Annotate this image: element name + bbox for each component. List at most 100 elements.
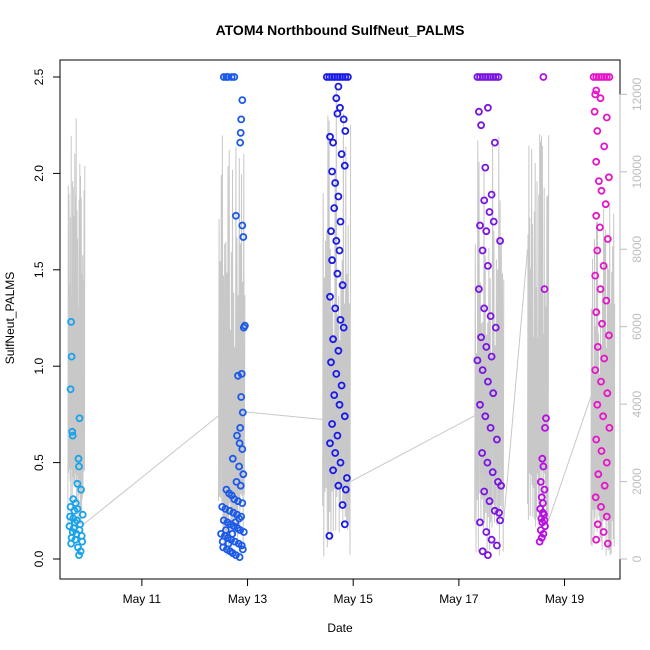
data-point	[480, 304, 489, 313]
data-point	[496, 236, 505, 245]
data-point	[328, 167, 337, 176]
data-point	[478, 366, 487, 375]
y2-tick-label: 4000	[630, 390, 644, 417]
data-point	[485, 208, 494, 216]
data-points	[65, 73, 614, 561]
data-point	[227, 73, 236, 81]
data-point	[341, 127, 350, 135]
data-point	[218, 537, 227, 546]
data-point	[335, 400, 344, 409]
data-point	[539, 462, 548, 471]
x-tick-label: May 15	[334, 592, 374, 606]
data-point	[597, 447, 606, 455]
data-point	[67, 317, 75, 326]
data-point	[592, 435, 601, 444]
y-tick-label: 2.0	[32, 165, 46, 182]
data-point	[473, 356, 482, 365]
data-point	[477, 333, 486, 342]
y2-tick-label: 2000	[630, 468, 644, 495]
data-point	[598, 319, 606, 328]
data-point	[230, 73, 239, 81]
data-point	[330, 391, 339, 400]
data-point	[337, 150, 346, 159]
data-point	[75, 551, 83, 559]
y-axis-label: SulfNeut_PALMS	[3, 272, 17, 365]
data-point	[77, 485, 85, 494]
data-point	[236, 138, 245, 147]
data-point	[539, 508, 547, 517]
data-point	[328, 256, 337, 265]
data-point	[539, 73, 548, 81]
flight-series	[473, 73, 506, 559]
data-point	[478, 449, 487, 457]
data-point	[326, 292, 334, 301]
data-point	[75, 414, 84, 423]
data-point	[338, 501, 347, 509]
data-point	[600, 354, 609, 363]
x-axis-label: Date	[327, 621, 353, 635]
data-point	[602, 113, 611, 122]
data-point	[74, 454, 83, 463]
data-point	[485, 497, 494, 506]
data-point	[483, 261, 492, 270]
data-point	[331, 304, 340, 313]
transit-line	[548, 396, 592, 521]
data-point	[602, 73, 611, 81]
flight-series	[65, 317, 87, 559]
chart-title: ATOM4 Northbound SulfNeut_PALMS	[216, 22, 465, 38]
data-point	[236, 481, 245, 490]
data-point	[238, 445, 247, 454]
data-point	[327, 227, 335, 236]
data-point	[605, 73, 614, 81]
data-point	[486, 312, 495, 321]
data-point	[590, 107, 599, 116]
data-point	[540, 516, 549, 525]
data-point	[75, 526, 84, 534]
data-point	[591, 366, 600, 375]
data-point	[68, 427, 77, 436]
data-point	[478, 547, 487, 556]
data-point	[602, 512, 611, 521]
data-point	[219, 73, 228, 81]
data-point	[593, 246, 602, 255]
data-point	[332, 369, 341, 378]
y-tick-label: 1.0	[32, 358, 46, 375]
x-tick-label: May 13	[228, 592, 268, 606]
flight-series	[322, 73, 352, 540]
data-point	[239, 233, 248, 241]
data-point	[478, 246, 487, 255]
data-point	[601, 200, 610, 209]
data-point	[597, 186, 606, 195]
data-point	[237, 541, 246, 550]
data-point	[341, 73, 350, 81]
data-point	[483, 551, 492, 559]
data-point	[239, 470, 248, 479]
data-point	[334, 82, 343, 91]
data-point	[602, 458, 611, 467]
altitude-trace	[67, 118, 86, 526]
altitude-trace	[474, 136, 505, 556]
data-point	[238, 408, 247, 417]
data-point	[595, 177, 603, 186]
data-point	[329, 138, 338, 147]
data-point	[491, 323, 500, 332]
data-point	[489, 389, 498, 398]
data-point	[482, 528, 491, 536]
data-point	[231, 211, 240, 220]
y-axis: 0.0 0.5 1.0 1.5 2.0 2.5	[32, 68, 61, 567]
data-point	[488, 468, 497, 477]
data-point	[592, 157, 601, 166]
data-point	[599, 528, 608, 536]
data-point	[603, 539, 612, 548]
altitude-trace	[322, 83, 352, 557]
data-point	[476, 221, 484, 230]
data-point	[481, 412, 490, 421]
data-point	[238, 221, 247, 230]
data-point	[336, 217, 345, 226]
data-point	[332, 236, 341, 245]
data-point	[335, 246, 344, 255]
data-point	[67, 352, 76, 361]
y-tick-label: 2.5	[32, 68, 46, 85]
y2-tick-label: 6000	[630, 313, 644, 340]
